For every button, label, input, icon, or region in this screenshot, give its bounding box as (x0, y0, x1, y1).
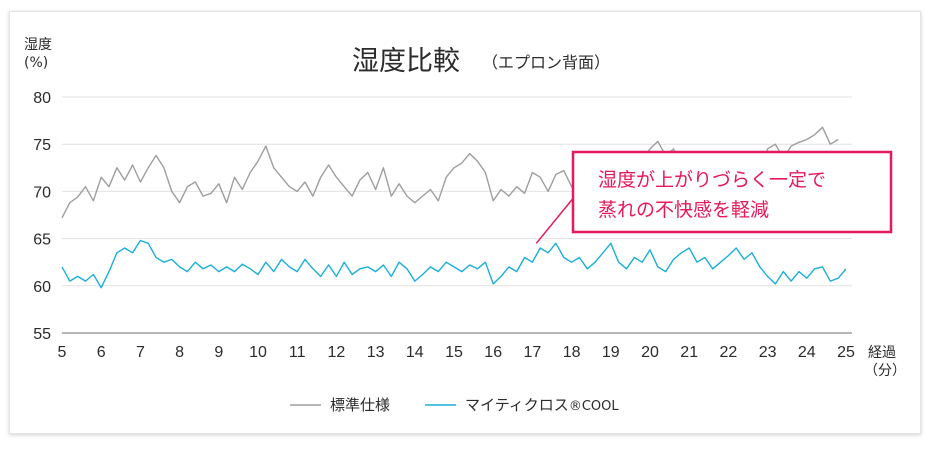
x-tick-22: 22 (720, 344, 738, 361)
annotation-line2: 蒸れの不快感を軽減 (598, 199, 769, 221)
x-tick-12: 12 (328, 344, 346, 361)
annotation-line1: 湿度が上がりづらく一定で (598, 169, 826, 191)
x-tick-11: 11 (289, 344, 306, 361)
annotation-pointer-line (535, 195, 576, 244)
y-axis-label-line1: 湿度 (24, 37, 52, 53)
legend-name-suffix: ®COOL (569, 399, 620, 414)
x-tick-9: 9 (214, 344, 223, 361)
x-axis-label-line2: （分） (864, 363, 906, 379)
y-axis-label-line2: (%) (24, 55, 48, 71)
legend-name: マイティクロス (465, 396, 569, 414)
x-tick-6: 6 (97, 344, 106, 361)
x-tick-14: 14 (406, 344, 424, 361)
x-tick-17: 17 (524, 344, 542, 361)
x-tick-5: 5 (58, 344, 67, 361)
x-tick-24: 24 (798, 344, 816, 361)
x-tick-18: 18 (563, 344, 581, 361)
x-tick-7: 7 (136, 344, 145, 361)
x-tick-10: 10 (249, 344, 267, 361)
legend-label-standard: 標準仕様 (330, 396, 390, 414)
x-tick-21: 21 (680, 344, 698, 361)
x-tick-19: 19 (602, 344, 620, 361)
x-tick-8: 8 (175, 344, 184, 361)
y-tick-65: 65 (33, 232, 51, 249)
annotation-box (571, 150, 893, 234)
x-tick-16: 16 (484, 344, 502, 361)
y-tick-70: 70 (33, 184, 51, 201)
y-tick-60: 60 (33, 279, 51, 296)
x-tick-labels: 5 6 7 8 9 10 11 12 13 14 15 16 17 18 19 20 21 22 23 24 25 (58, 344, 855, 361)
x-tick-23: 23 (759, 344, 777, 361)
legend: 標準仕様 マイティクロス®COOL (290, 396, 619, 414)
y-tick-labels: 55 60 65 70 75 80 (33, 90, 51, 343)
chart-title: 湿度比較 (352, 46, 460, 77)
y-tick-55: 55 (33, 326, 51, 343)
series-line-1 (61, 239, 847, 289)
x-tick-15: 15 (445, 344, 463, 361)
legend-label-mightycloth: マイティクロス®COOL (465, 396, 619, 414)
y-tick-75: 75 (33, 137, 51, 154)
chart-subtitle: （エプロン背面） (482, 53, 610, 72)
gridlines (62, 96, 852, 334)
x-tick-13: 13 (367, 344, 385, 361)
x-tick-20: 20 (641, 344, 659, 361)
x-tick-25: 25 (837, 344, 855, 361)
y-tick-80: 80 (33, 90, 51, 107)
x-axis-label-line1: 経過 (868, 345, 896, 361)
